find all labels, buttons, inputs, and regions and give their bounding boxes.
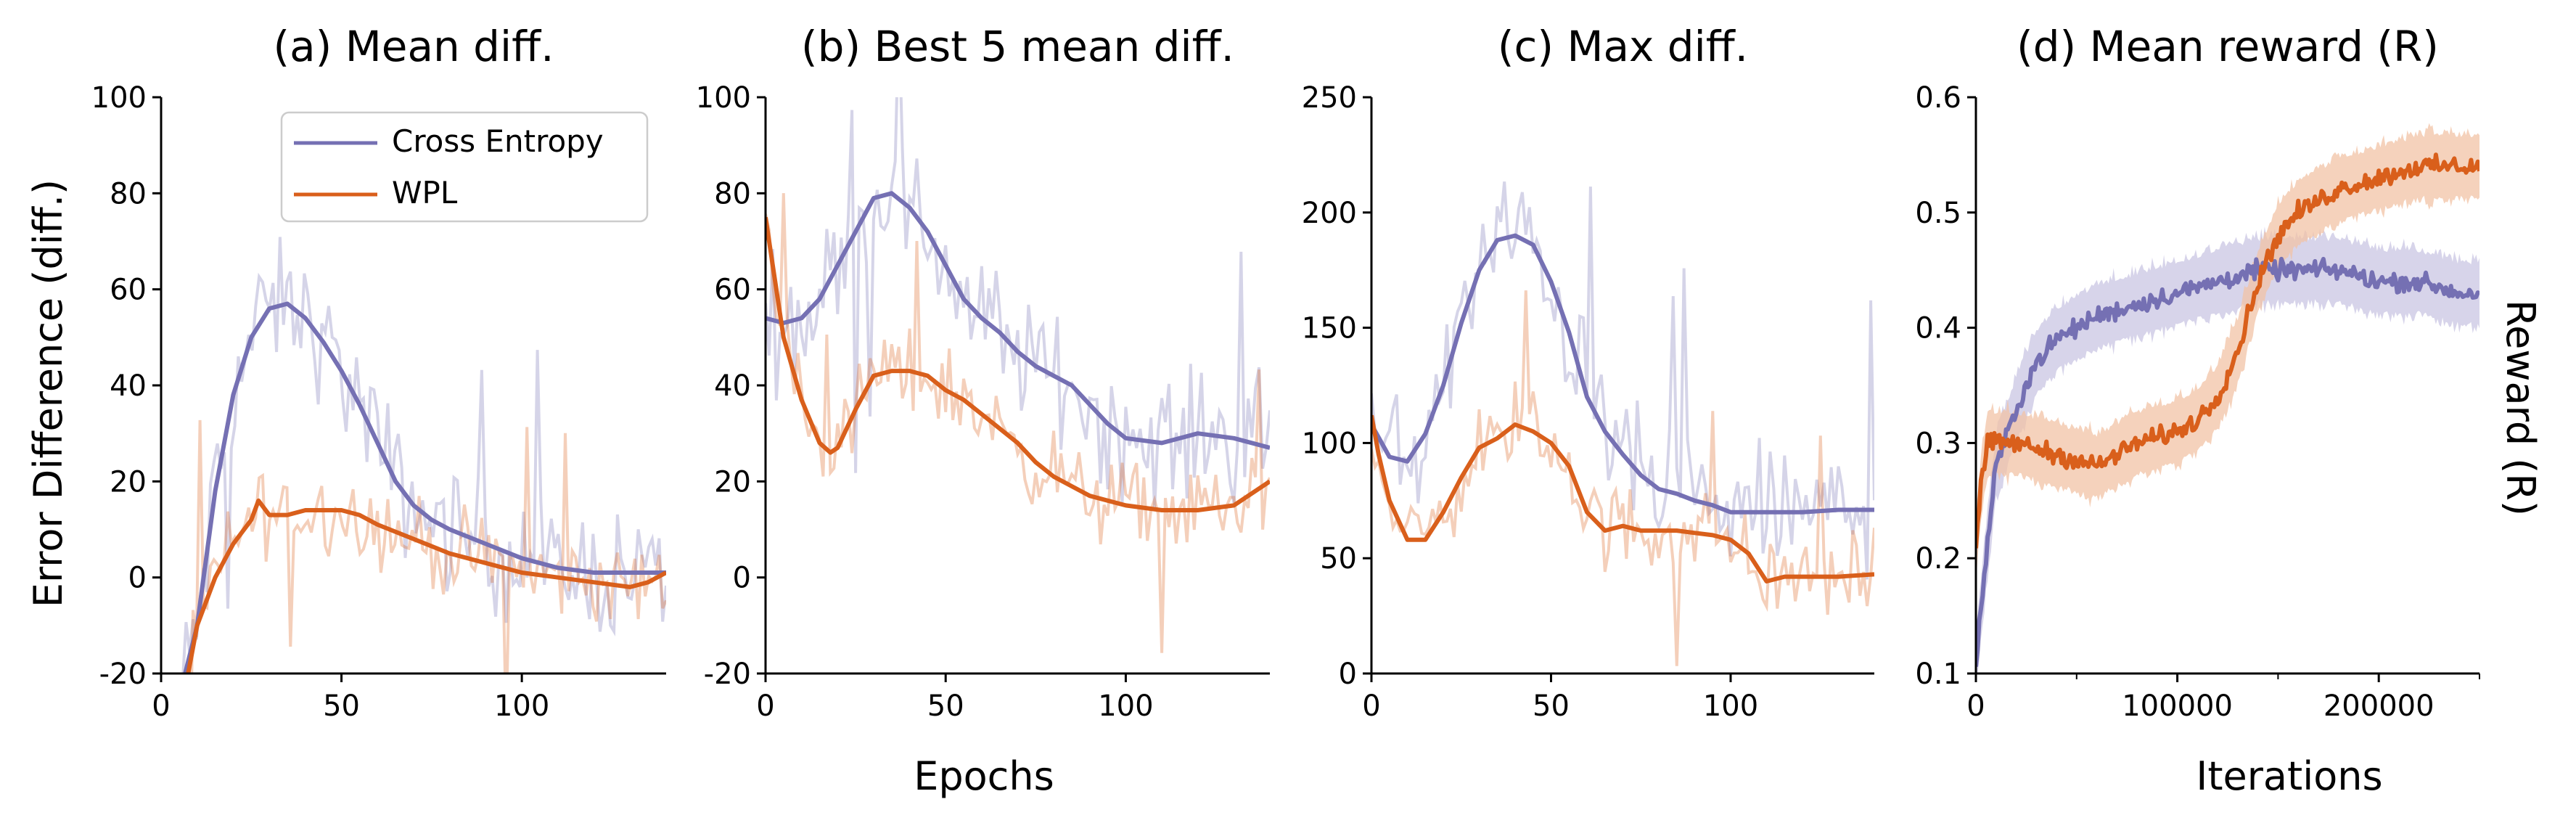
panel-2: 0 50 100 150 200 250 0 50 100 (c) Max diff. — [1302, 22, 1874, 723]
y-tick-label: 80 — [110, 177, 147, 210]
x-tick-label: 0 — [152, 689, 170, 723]
raw-trace-cross-entropy — [766, 97, 1270, 509]
band-wpl — [1976, 123, 2479, 588]
panel-title: (d) Mean reward (R) — [2017, 22, 2439, 71]
y-tick-label: 100 — [91, 81, 147, 115]
y-tick-label: 40 — [110, 369, 147, 403]
x-tick-label: 100 — [494, 689, 549, 723]
y-tick-label: 80 — [714, 177, 751, 210]
y-tick-label: 20 — [714, 465, 751, 499]
x-tick-label: 0 — [1966, 689, 1985, 723]
x-tick-label: 0 — [756, 689, 774, 723]
x-tick-label: 50 — [1533, 689, 1570, 723]
raw-trace-wpl — [1371, 290, 1874, 666]
x-tick-label: 50 — [927, 689, 964, 723]
y-tick-label: 100 — [696, 81, 751, 115]
y-tick-label: 0 — [733, 562, 751, 595]
x-tick-label: 50 — [323, 689, 360, 723]
y-tick-label: 0.6 — [1915, 81, 1961, 115]
legend-label-wpl: WPL — [392, 175, 458, 210]
series-line-wpl — [1371, 414, 1874, 584]
series-line-wpl — [186, 498, 666, 673]
y-tick-label: 150 — [1302, 312, 1357, 345]
band-cross-entropy — [1976, 226, 2479, 673]
raw-trace-cross-entropy — [1371, 181, 1874, 580]
y-tick-label: 60 — [714, 274, 751, 307]
y-tick-label: 0.1 — [1915, 658, 1961, 691]
panel-0-plot-area — [181, 237, 666, 673]
raw-trace-wpl — [190, 419, 666, 673]
x-tick-label: 200000 — [2323, 689, 2435, 723]
shared-x-axis-label-epochs: Epochs — [914, 753, 1054, 799]
x-axis-label-iterations: Iterations — [2196, 753, 2382, 799]
y-tick-label: 0 — [128, 562, 147, 595]
shared-y-axis-label: Error Difference (diff.) — [25, 179, 71, 607]
right-y-axis-label: Reward (R) — [2498, 300, 2543, 516]
panel-1-plot-area — [766, 97, 1270, 653]
x-tick-label: 100000 — [2122, 689, 2233, 723]
x-tick-label: 100 — [1703, 689, 1758, 723]
panel-3: 0.1 0.2 0.3 0.4 0.5 0.6 0 100000 200000 (d) Mean … — [1915, 22, 2480, 723]
y-tick-label: 20 — [110, 465, 147, 499]
panel-title: (a) Mean diff. — [273, 22, 554, 71]
y-tick-label: 60 — [110, 274, 147, 307]
raw-trace-cross-entropy — [181, 237, 666, 673]
series-line-cross-entropy — [183, 301, 666, 673]
panel-title: (c) Max diff. — [1498, 22, 1748, 71]
panel-title: (b) Best 5 mean diff. — [801, 22, 1234, 71]
y-tick-label: 0.5 — [1915, 197, 1961, 230]
y-tick-label: 40 — [714, 369, 751, 403]
y-tick-label: 100 — [1302, 427, 1357, 460]
y-tick-label: -20 — [704, 658, 751, 691]
series-line-cross-entropy — [766, 191, 1270, 450]
legend: Cross Entropy WPL — [280, 111, 649, 223]
series-line-cross-entropy — [1371, 233, 1874, 515]
y-tick-label: 0 — [1339, 658, 1357, 691]
y-tick-label: -20 — [99, 658, 147, 691]
y-tick-label: 0.2 — [1915, 542, 1961, 576]
y-tick-label: 200 — [1302, 197, 1357, 230]
series-line-cross-entropy — [1976, 256, 2479, 667]
series-line-wpl — [766, 216, 1270, 512]
y-tick-label: 250 — [1302, 81, 1357, 115]
y-tick-label: 0.3 — [1915, 427, 1961, 460]
panel-2-plot-area — [1371, 181, 1874, 666]
panel-3-plot-area — [1976, 123, 2479, 673]
series-line-wpl — [1976, 152, 2479, 549]
y-tick-label: 0.4 — [1915, 312, 1961, 345]
legend-label-cross-entropy: Cross Entropy — [392, 123, 604, 159]
y-tick-label: 50 — [1320, 542, 1357, 576]
x-tick-label: 0 — [1362, 689, 1380, 723]
x-tick-label: 100 — [1098, 689, 1153, 723]
